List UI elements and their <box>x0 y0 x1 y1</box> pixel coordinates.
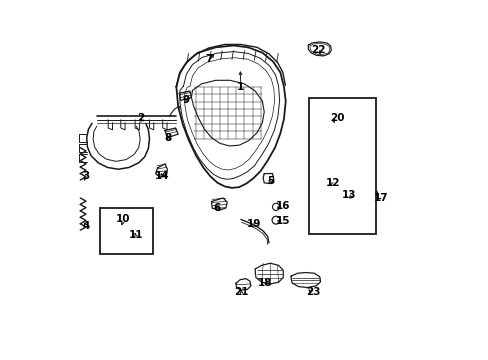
Text: 9: 9 <box>182 95 189 105</box>
Text: 10: 10 <box>115 214 129 224</box>
Text: 12: 12 <box>325 178 340 188</box>
Text: 16: 16 <box>275 201 290 211</box>
Text: 4: 4 <box>82 221 89 231</box>
Text: 22: 22 <box>311 45 325 55</box>
Text: 15: 15 <box>275 216 290 225</box>
Text: 5: 5 <box>266 176 273 186</box>
Text: 21: 21 <box>234 287 248 297</box>
Text: 2: 2 <box>137 113 144 123</box>
Bar <box>100 208 153 253</box>
Text: 11: 11 <box>128 230 143 240</box>
Text: 17: 17 <box>373 193 388 203</box>
Text: 14: 14 <box>154 171 169 181</box>
Text: 6: 6 <box>212 203 220 213</box>
Text: 18: 18 <box>257 278 272 288</box>
Text: 1: 1 <box>237 82 244 92</box>
Bar <box>308 98 376 234</box>
Text: 20: 20 <box>330 113 344 123</box>
Text: 19: 19 <box>246 219 261 229</box>
Text: 3: 3 <box>82 171 89 181</box>
Text: 13: 13 <box>341 190 356 201</box>
Text: 7: 7 <box>205 54 213 64</box>
Text: 8: 8 <box>164 133 171 143</box>
Text: 23: 23 <box>305 287 320 297</box>
